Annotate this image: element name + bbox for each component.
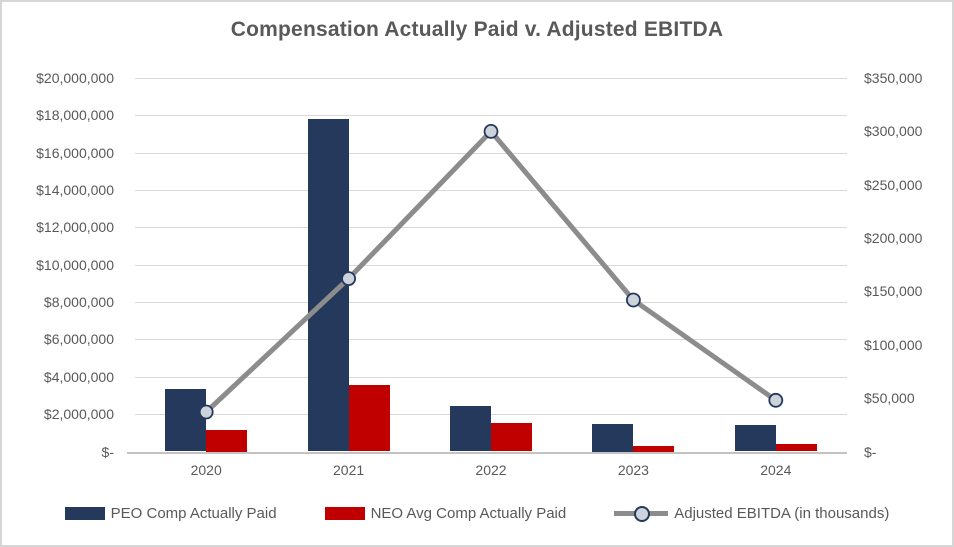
gridline bbox=[135, 264, 847, 266]
neo-comp-bar bbox=[206, 430, 248, 452]
ebitda-data-point-marker bbox=[625, 292, 641, 308]
gridline bbox=[135, 227, 847, 229]
x-axis-category-label: 2023 bbox=[617, 461, 649, 478]
legend-item: Adjusted EBITDA (in thousands) bbox=[614, 505, 889, 522]
left-axis-tick-label: $12,000,000 bbox=[36, 219, 114, 236]
right-axis-tick-label: $350,000 bbox=[864, 70, 923, 86]
legend-item: PEO Comp Actually Paid bbox=[64, 505, 277, 522]
left-axis-tick-label: $6,000,000 bbox=[43, 331, 114, 348]
legend-bar-swatch bbox=[324, 507, 365, 520]
x-axis-category-label: 2022 bbox=[475, 461, 507, 478]
right-axis-tick-label: $200,000 bbox=[864, 230, 923, 247]
legend-line-marker-swatch bbox=[614, 506, 669, 522]
left-axis-tick-label: $14,000,000 bbox=[36, 182, 114, 199]
chart-legend: PEO Comp Actually Paid NEO Avg Comp Actua… bbox=[2, 505, 952, 522]
gridline bbox=[135, 190, 847, 192]
left-axis-tick-label: $10,000,000 bbox=[36, 256, 114, 273]
neo-comp-bar bbox=[775, 443, 817, 452]
neo-comp-bar bbox=[348, 385, 390, 452]
gridline bbox=[135, 152, 847, 154]
x-axis-line bbox=[127, 451, 847, 454]
gridline bbox=[135, 376, 847, 378]
legend-bar-swatch bbox=[64, 507, 105, 520]
legend-label: PEO Comp Actually Paid bbox=[110, 505, 277, 522]
ebitda-data-point-marker bbox=[768, 392, 784, 408]
right-axis-tick-label: $50,000 bbox=[864, 390, 915, 407]
neo-comp-bar bbox=[491, 422, 532, 452]
chart-title: Compensation Actually Paid v. Adjusted E… bbox=[230, 18, 724, 41]
ebitda-line bbox=[204, 127, 778, 414]
ebitda-line-series bbox=[198, 124, 784, 420]
neo-comp-bar bbox=[633, 445, 675, 452]
ebitda-data-point-marker bbox=[341, 271, 357, 287]
gridline bbox=[135, 78, 847, 79]
right-axis-tick-label: $250,000 bbox=[864, 176, 923, 193]
left-axis-tick-label: $- bbox=[101, 443, 114, 460]
right-axis-tick-label: $150,000 bbox=[864, 283, 923, 300]
peo-comp-bar bbox=[592, 423, 634, 452]
legend-item: NEO Avg Comp Actually Paid bbox=[324, 505, 567, 522]
gridline bbox=[135, 302, 847, 304]
x-axis-category-label: 2024 bbox=[760, 461, 792, 478]
gridline bbox=[135, 115, 847, 117]
right-axis-tick-label: $100,000 bbox=[864, 336, 923, 353]
left-axis-tick-label: $4,000,000 bbox=[43, 368, 114, 385]
right-axis-tick-label: $- bbox=[864, 443, 877, 460]
gridline bbox=[135, 414, 847, 416]
peo-comp-bar bbox=[450, 405, 491, 452]
x-axis-category-label: 2020 bbox=[190, 461, 222, 478]
left-axis-tick-label: $20,000,000 bbox=[36, 70, 114, 86]
legend-label: Adjusted EBITDA (in thousands) bbox=[674, 505, 890, 522]
ebitda-data-point-marker bbox=[483, 124, 499, 139]
legend-label: NEO Avg Comp Actually Paid bbox=[370, 505, 567, 522]
peo-comp-bar bbox=[165, 388, 207, 452]
legend-circle-marker-icon bbox=[634, 506, 651, 522]
peo-comp-bar bbox=[734, 425, 776, 452]
left-axis-tick-label: $16,000,000 bbox=[36, 144, 114, 161]
ebitda-data-point-marker bbox=[198, 404, 214, 420]
left-axis-tick-label: $8,000,000 bbox=[43, 294, 114, 311]
right-axis-tick-label: $300,000 bbox=[864, 123, 923, 140]
gridline bbox=[135, 339, 847, 341]
x-axis-category-label: 2021 bbox=[333, 461, 365, 478]
left-axis-tick-label: $2,000,000 bbox=[43, 406, 114, 423]
left-axis-tick-label: $18,000,000 bbox=[36, 107, 114, 124]
